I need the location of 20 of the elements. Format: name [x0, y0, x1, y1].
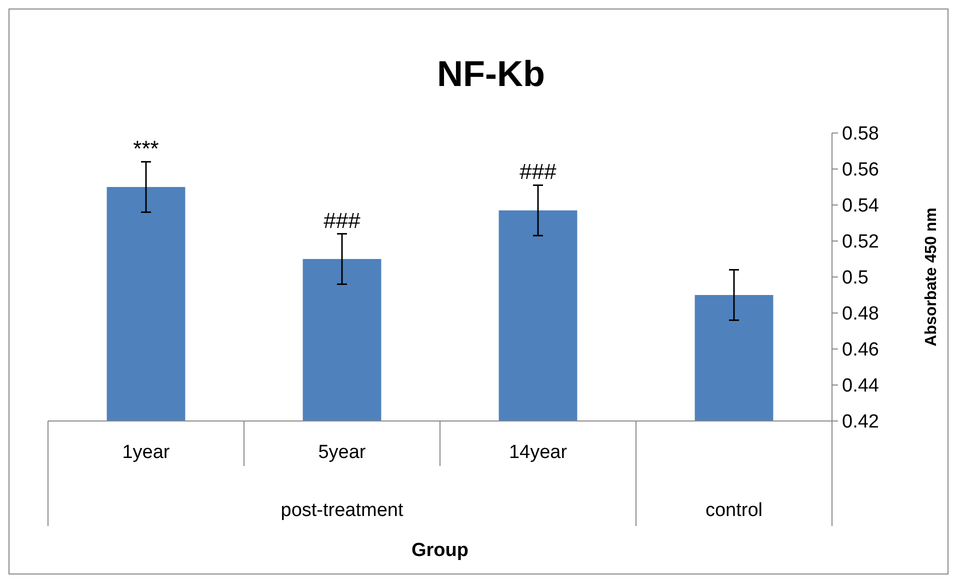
x-tick-label: 1year [122, 442, 170, 463]
y-tick-label: 0.58 [842, 124, 879, 145]
y-tick-label: 0.56 [842, 160, 879, 181]
y-tick-label: 0.46 [842, 340, 879, 361]
x-tick-label: 14year [508, 442, 568, 463]
y-axis-title: Absorbate 450 nm [923, 208, 940, 346]
text: control [705, 500, 763, 521]
y-tick-label: 0.52 [842, 232, 879, 253]
y-tick-label: 0.54 [842, 196, 880, 217]
annotation: *** [133, 136, 160, 161]
y-tick-label: 0.48 [842, 304, 879, 325]
x-axis-title: Group [412, 540, 468, 561]
text: post-treatment [280, 500, 404, 521]
annotation: ### [520, 159, 558, 184]
chart-title: NF-Kb [437, 53, 545, 94]
x-tick-label: 5year [318, 442, 366, 463]
y-tick-label: 0.5 [842, 268, 868, 289]
annotation: ### [324, 208, 362, 233]
y-tick-label: 0.42 [842, 412, 879, 433]
y-tick-label: 0.44 [842, 376, 880, 397]
